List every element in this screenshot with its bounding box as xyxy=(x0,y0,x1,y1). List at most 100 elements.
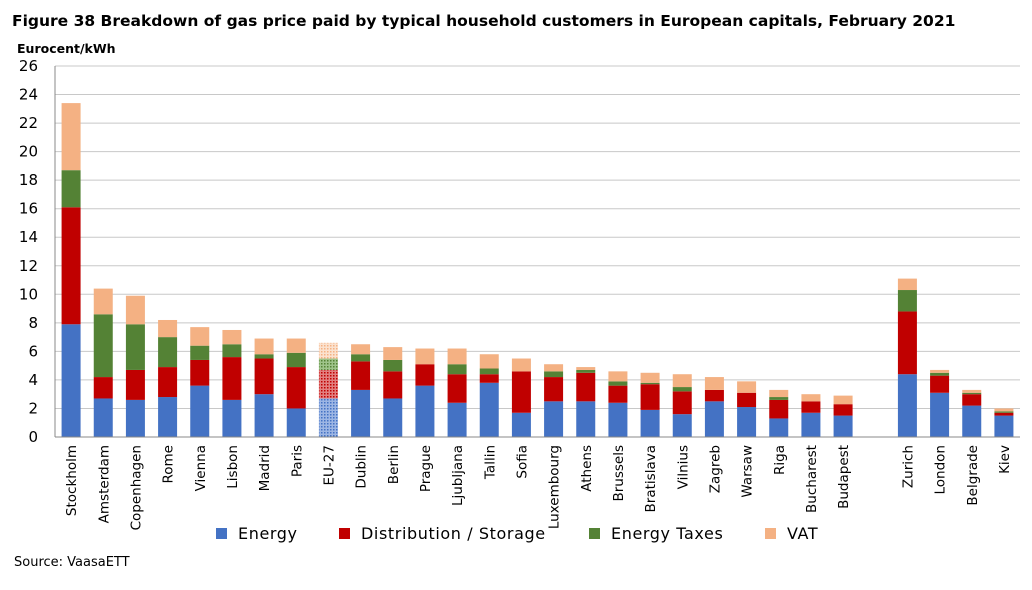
bar-segment xyxy=(158,319,178,338)
legend-item: VAT xyxy=(765,524,818,543)
bar-segment xyxy=(254,354,274,359)
bar-segment xyxy=(318,398,338,437)
legend-label: Energy Taxes xyxy=(611,524,724,543)
bar-segment xyxy=(351,344,371,355)
bar-segment xyxy=(479,374,499,383)
bar-segment xyxy=(962,394,982,406)
bar-segment xyxy=(222,344,242,358)
legend-swatch xyxy=(216,528,227,539)
bar-segment xyxy=(479,354,499,369)
y-tick-label: 12 xyxy=(19,257,38,275)
bar-segment xyxy=(254,338,274,355)
bar-segment xyxy=(897,290,917,312)
bar-segment xyxy=(962,405,982,437)
y-tick-label: 24 xyxy=(19,86,38,104)
x-tick-label: Dublin xyxy=(354,445,370,489)
y-tick-label: 18 xyxy=(19,171,38,189)
bar-segment xyxy=(447,348,467,365)
bar-segment xyxy=(351,354,371,362)
bar-segment xyxy=(190,385,210,437)
y-tick-label: 14 xyxy=(19,228,38,246)
bar-segment xyxy=(286,352,306,368)
bar-segment xyxy=(897,278,917,291)
bar-segment xyxy=(286,338,306,353)
bar-segment xyxy=(61,207,81,325)
x-tick-label: Kiev xyxy=(997,445,1013,474)
bar-segment xyxy=(930,375,950,393)
x-tick-label: Brussels xyxy=(611,445,627,502)
bar-segment xyxy=(511,371,531,413)
y-tick-label: 4 xyxy=(28,371,38,389)
bar-segment xyxy=(351,361,371,390)
bar-segment xyxy=(318,369,338,399)
legend: Energy Distribution / Storage Energy Taxes… xyxy=(0,524,1032,548)
bar-segment xyxy=(737,392,757,408)
y-tick-label: 8 xyxy=(28,314,38,332)
bar-segment xyxy=(994,408,1014,412)
bar-segment xyxy=(769,389,789,398)
bar-segment xyxy=(383,371,403,399)
bar-segment xyxy=(447,374,467,403)
bar-segment xyxy=(930,392,950,437)
x-tick-label: Athens xyxy=(579,445,595,492)
y-tick-label: 0 xyxy=(28,428,38,446)
bar-segment xyxy=(254,394,274,437)
bar-segment xyxy=(672,414,692,437)
bar-segment xyxy=(994,412,1014,416)
x-tick-label: Vienna xyxy=(193,445,209,491)
bar-segment xyxy=(190,359,210,386)
legend-label: VAT xyxy=(787,524,819,543)
bar-segment xyxy=(930,369,950,373)
x-tick-label: Stockholm xyxy=(64,445,80,516)
bar-segment xyxy=(608,381,628,386)
bar-segment xyxy=(608,371,628,382)
bar-segment xyxy=(383,359,403,372)
bar-segment xyxy=(544,377,564,402)
x-tick-label: Copenhagen xyxy=(128,445,144,530)
bar-segment xyxy=(447,402,467,437)
bar-segment xyxy=(158,397,178,437)
bar-segment xyxy=(479,382,499,437)
bar-segment xyxy=(608,402,628,437)
legend-swatch xyxy=(765,528,776,539)
legend-swatch xyxy=(339,528,350,539)
bar-segment xyxy=(61,170,81,208)
bar-segment xyxy=(254,358,274,395)
y-axis-unit-label: Eurocent/kWh xyxy=(17,41,116,56)
y-tick-label: 16 xyxy=(19,200,38,218)
x-tick-label: Prague xyxy=(418,445,434,492)
bar-segment xyxy=(190,345,210,360)
bar-segment xyxy=(61,324,81,437)
legend-label: Energy xyxy=(238,524,298,543)
bar-segment xyxy=(704,389,724,402)
legend-item: Distribution / Storage xyxy=(339,524,546,543)
y-tick-label: 10 xyxy=(19,285,38,303)
bar-segment xyxy=(383,398,403,437)
bar-segment xyxy=(833,415,853,437)
x-tick-label: Sofia xyxy=(514,445,530,479)
bar-segment xyxy=(544,364,564,372)
bar-segment xyxy=(125,324,145,370)
bar-segment xyxy=(672,391,692,415)
y-tick-label: 6 xyxy=(28,342,38,360)
x-tick-label: Vilnius xyxy=(675,445,691,489)
x-tick-label: Rome xyxy=(161,445,177,484)
bar-segment xyxy=(125,399,145,437)
bar-segment xyxy=(383,347,403,360)
bar-segment xyxy=(769,397,789,400)
bar-segment xyxy=(640,409,660,437)
bar-segment xyxy=(801,412,821,437)
bar-segment xyxy=(447,364,467,375)
bar-segment xyxy=(704,401,724,437)
bar-segment xyxy=(125,369,145,400)
bar-segment xyxy=(318,342,338,359)
bar-segment xyxy=(511,412,531,437)
x-tick-label: Zagreb xyxy=(707,445,723,493)
x-tick-label: Warsaw xyxy=(740,445,756,498)
x-tick-label: Bratislava xyxy=(643,445,659,512)
bar-segment xyxy=(415,364,435,386)
x-tick-label: London xyxy=(933,445,949,495)
bar-segment xyxy=(640,382,660,385)
